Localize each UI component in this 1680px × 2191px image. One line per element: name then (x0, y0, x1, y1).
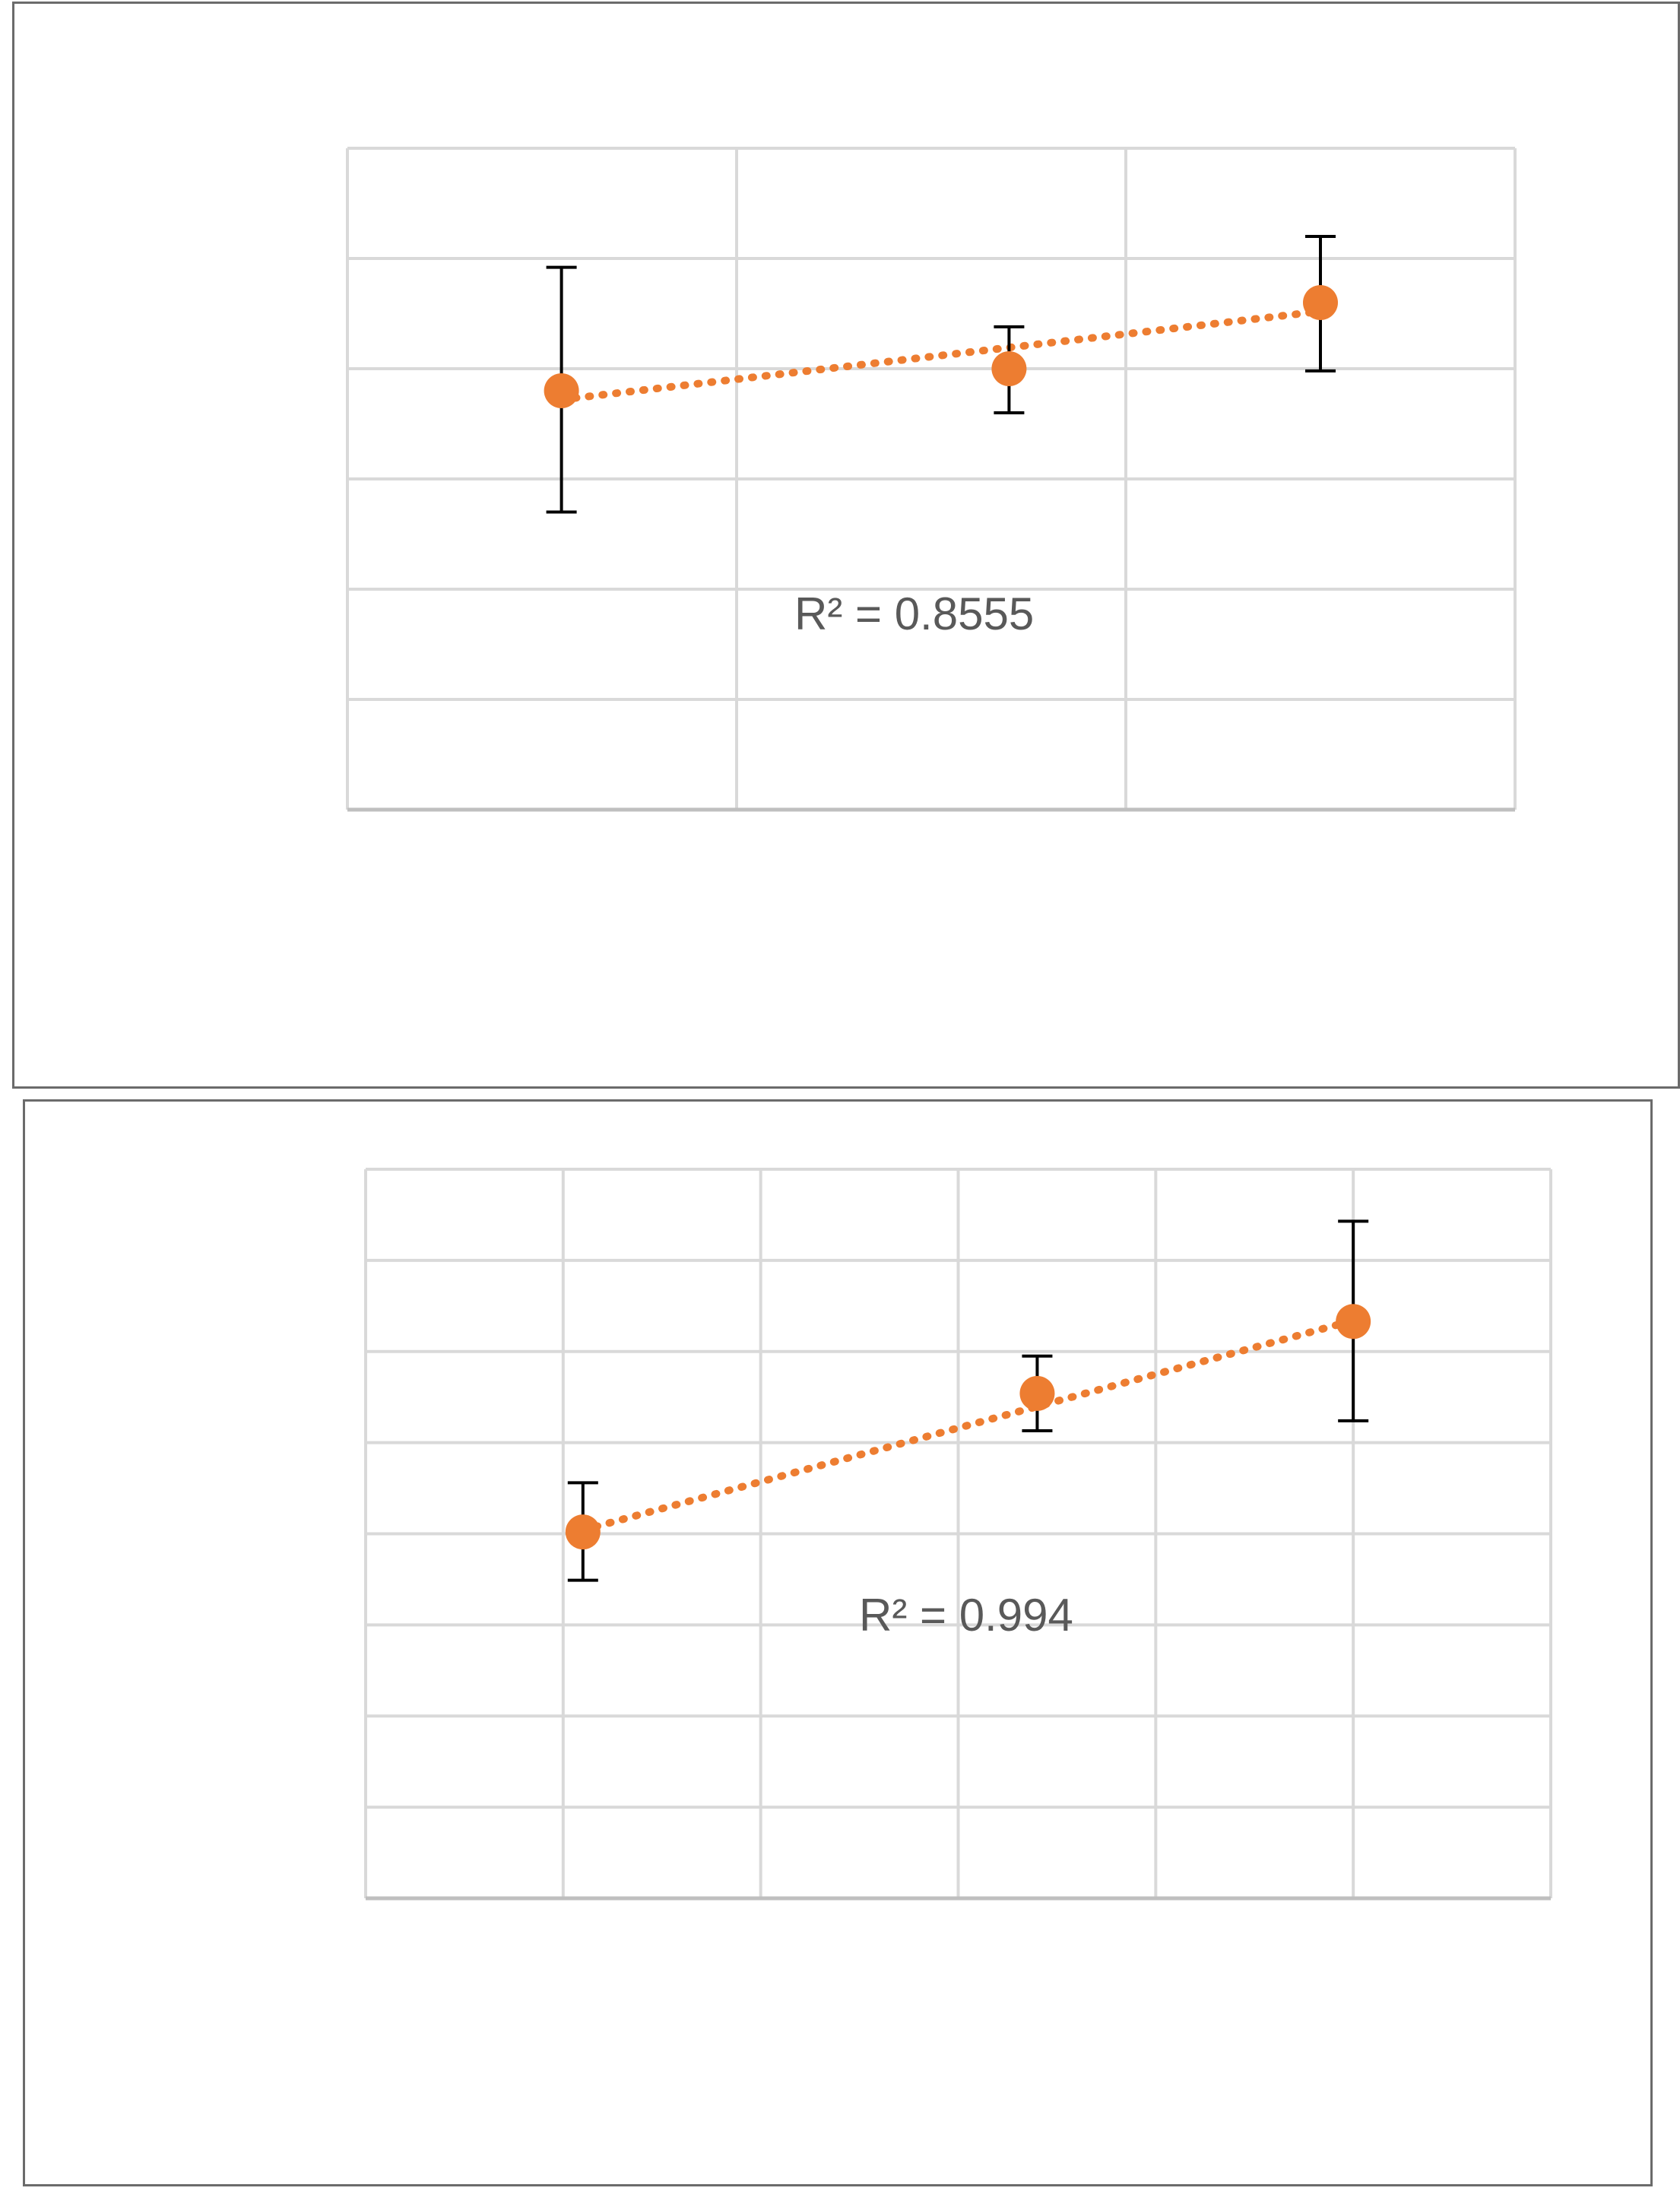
moe-chart: R² = 0.994 (364, 1168, 1552, 1901)
moe-data-point (1019, 1375, 1055, 1411)
bs-chart: R² = 0.8555 (346, 147, 1517, 812)
bs-data-point (991, 351, 1027, 386)
bs-trendline (557, 307, 1324, 404)
moe-r-squared-label: R² = 0.994 (859, 1590, 1073, 1641)
moe-data-point (565, 1514, 601, 1550)
bs-chart-panel (12, 2, 1680, 1089)
bs-data-point (544, 373, 579, 408)
moe-data-point (1336, 1304, 1371, 1340)
moe-chart-panel (23, 1099, 1653, 2186)
moe-trendline (578, 1316, 1358, 1534)
bs-r-squared-label: R² = 0.8555 (794, 588, 1034, 639)
bs-data-point (1303, 285, 1338, 320)
